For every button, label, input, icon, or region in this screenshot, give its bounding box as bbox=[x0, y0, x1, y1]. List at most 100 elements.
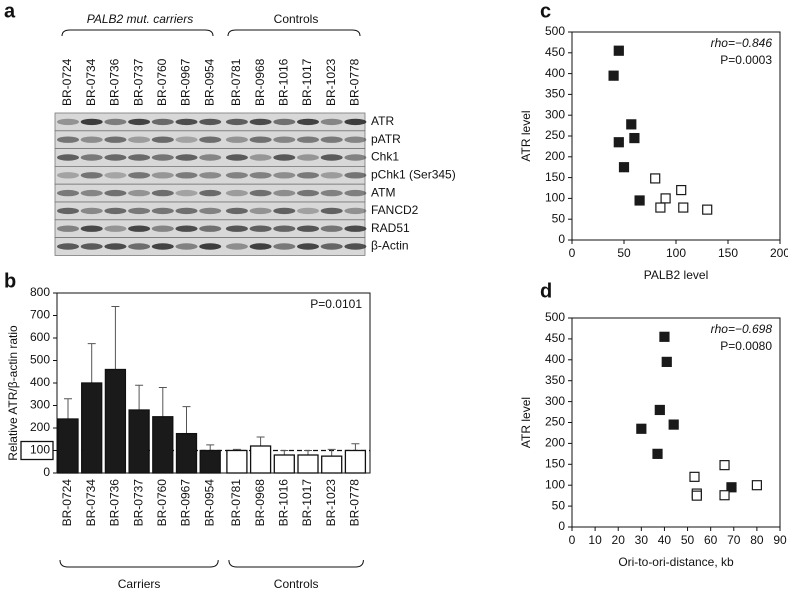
sample-label: BR-0781 bbox=[229, 58, 243, 106]
x-tick-label: 0 bbox=[569, 246, 576, 260]
bracket bbox=[227, 29, 361, 37]
y-tick-label: 700 bbox=[30, 308, 50, 322]
x-tick-label: 150 bbox=[718, 246, 738, 260]
point bbox=[678, 202, 689, 213]
protein-label: Chk1 bbox=[371, 150, 399, 164]
blot-band bbox=[128, 118, 151, 126]
panel-label: c bbox=[540, 0, 551, 22]
blot-band bbox=[175, 172, 198, 179]
y-tick-label: 800 bbox=[30, 285, 50, 299]
x-tick-label: BR-0954 bbox=[202, 479, 216, 527]
blot-band bbox=[249, 189, 272, 197]
blot-band bbox=[297, 118, 319, 126]
point bbox=[608, 70, 619, 81]
point bbox=[726, 482, 737, 493]
bar bbox=[249, 445, 272, 474]
blot-band bbox=[128, 207, 151, 215]
point bbox=[691, 490, 702, 501]
point bbox=[655, 202, 666, 213]
blot bbox=[54, 112, 367, 256]
annotation: P=0.0101 bbox=[310, 297, 362, 311]
blot-band bbox=[104, 118, 127, 126]
blot-band bbox=[249, 243, 272, 250]
protein-label: ATR bbox=[371, 114, 394, 128]
bar bbox=[226, 449, 248, 474]
bar bbox=[297, 454, 319, 474]
sample-label: BR-0760 bbox=[155, 58, 169, 106]
blot-band bbox=[199, 189, 222, 197]
blot-band bbox=[273, 243, 296, 250]
blot-band bbox=[104, 154, 127, 161]
sample-label: BR-0954 bbox=[202, 58, 216, 106]
x-tick-label: 90 bbox=[773, 533, 787, 547]
protein-label: RAD51 bbox=[371, 221, 410, 235]
blot-band bbox=[151, 225, 174, 232]
plot-frame bbox=[56, 292, 371, 474]
protein-label: FANCD2 bbox=[371, 203, 419, 217]
blot-band bbox=[249, 118, 272, 126]
protein-label: β-Actin bbox=[371, 239, 409, 253]
sample-label: BR-0734 bbox=[84, 58, 98, 106]
point bbox=[652, 448, 663, 459]
blot-band bbox=[80, 118, 103, 126]
y-tick-label: 100 bbox=[545, 477, 565, 491]
blot-band bbox=[273, 136, 296, 143]
point bbox=[654, 404, 665, 416]
bar bbox=[199, 449, 221, 474]
group-label: PALB2 mut. carriers bbox=[87, 12, 193, 26]
blot-band bbox=[199, 243, 222, 250]
y-tick-label: 0 bbox=[43, 465, 50, 479]
blot-band bbox=[104, 172, 127, 179]
x-axis-label: PALB2 level bbox=[644, 268, 708, 282]
point bbox=[661, 356, 672, 367]
y-tick-label: 150 bbox=[545, 456, 565, 470]
blot-band bbox=[344, 118, 367, 126]
x-tick-label: 40 bbox=[658, 533, 672, 547]
point bbox=[751, 480, 762, 491]
blot-band bbox=[249, 207, 272, 215]
blot-band bbox=[249, 225, 272, 232]
point bbox=[650, 173, 661, 184]
point bbox=[636, 423, 647, 434]
x-tick-label: 200 bbox=[770, 246, 788, 260]
point bbox=[626, 119, 637, 130]
blot-band bbox=[151, 118, 174, 126]
annotation: rho=−0.698 bbox=[711, 322, 773, 336]
blot-band bbox=[249, 172, 272, 179]
y-tick-label: 300 bbox=[545, 394, 565, 408]
y-tick-label: 250 bbox=[545, 415, 565, 429]
x-tick-label: 0 bbox=[569, 533, 576, 547]
blot-band bbox=[57, 207, 79, 215]
panel-label: d bbox=[540, 280, 552, 302]
blot-band bbox=[104, 225, 127, 232]
y-tick-label: 450 bbox=[545, 331, 565, 345]
bar bbox=[273, 454, 295, 474]
protein-label: pATR bbox=[371, 132, 401, 146]
tick-highlight bbox=[20, 440, 54, 461]
blot-band bbox=[57, 243, 79, 250]
bar bbox=[344, 449, 367, 474]
y-tick-label: 300 bbox=[545, 107, 565, 121]
blot-band bbox=[104, 189, 127, 197]
blot-band bbox=[344, 243, 367, 250]
blot-band bbox=[297, 172, 319, 179]
x-tick-label: BR-1016 bbox=[276, 479, 290, 527]
point bbox=[659, 331, 670, 342]
blot-band bbox=[80, 172, 103, 179]
blot-band bbox=[199, 225, 222, 232]
blot-band bbox=[199, 154, 222, 161]
point bbox=[719, 490, 730, 501]
x-tick-label: BR-0781 bbox=[229, 479, 243, 527]
y-tick-label: 300 bbox=[30, 398, 50, 412]
y-tick-label: 500 bbox=[545, 24, 565, 38]
blot-band bbox=[225, 225, 248, 232]
blot-band bbox=[344, 189, 367, 197]
y-axis-label: Relative ATR/β-actin ratio bbox=[6, 325, 20, 461]
blot-band bbox=[104, 136, 127, 143]
x-tick-label: 20 bbox=[612, 533, 626, 547]
x-tick-label: 70 bbox=[727, 533, 741, 547]
blot-band bbox=[175, 243, 198, 250]
blot-band bbox=[320, 243, 343, 250]
blot-band bbox=[199, 207, 222, 215]
y-tick-label: 400 bbox=[545, 66, 565, 80]
